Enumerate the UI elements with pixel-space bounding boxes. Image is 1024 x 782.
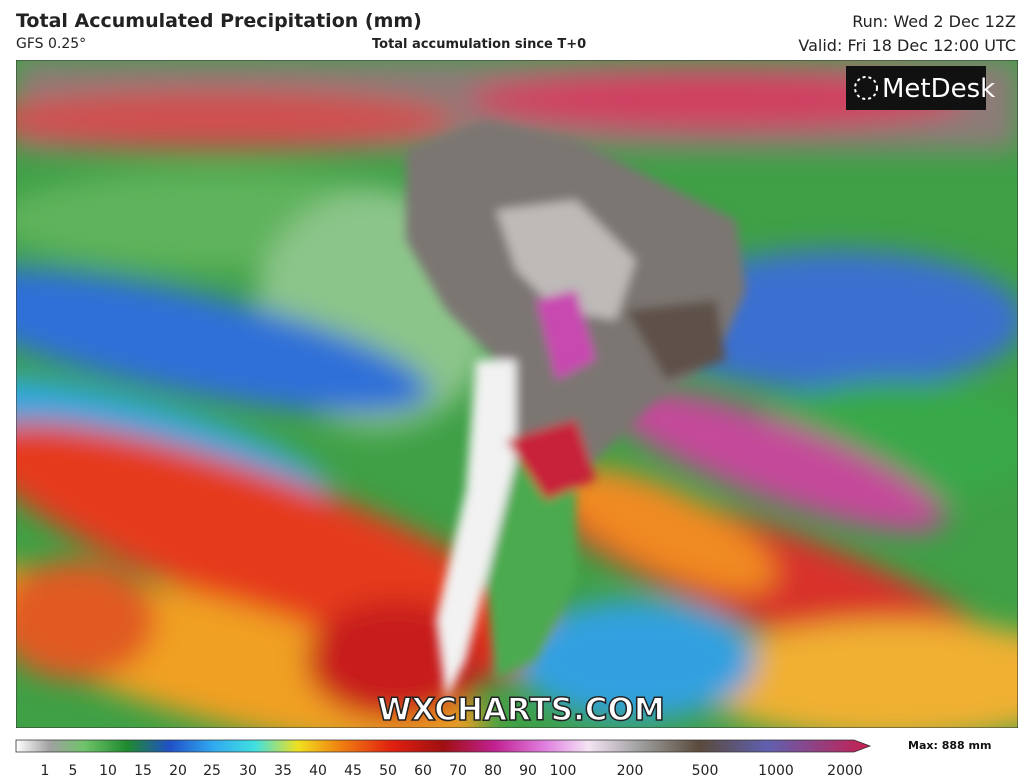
- logo: MetDesk: [882, 74, 995, 104]
- colorbar-tick-label: 20: [169, 763, 187, 779]
- run: Run: Wed 2 Dec 12Z: [852, 12, 1016, 31]
- colorbar-tick-label: 5: [69, 763, 78, 779]
- colorbar-tick-label: 40: [309, 763, 327, 779]
- colorbar-tick-label: 200: [617, 763, 644, 779]
- colorbar-tick-label: 1: [41, 763, 50, 779]
- map: MetDesk WXCHARTS.COM: [16, 60, 1018, 728]
- colorbar-tick-label: 90: [519, 763, 537, 779]
- colorbar-tick-label: 25: [203, 763, 221, 779]
- colorbar-tick-label: 50: [379, 763, 397, 779]
- colorbar-tick-label: 45: [344, 763, 362, 779]
- colorbar-tick-label: 30: [239, 763, 257, 779]
- title: Total Accumulated Precipitation (mm): [16, 10, 422, 32]
- valid: Valid: Fri 18 Dec 12:00 UTC: [798, 36, 1016, 55]
- max-label: Max: 888 mm: [908, 739, 991, 752]
- watermark: WXCHARTS.COM: [377, 692, 664, 728]
- colorbar-tick-label: 70: [449, 763, 467, 779]
- colorbar-tick-label: 60: [414, 763, 432, 779]
- colorbar: Max: 888 mm 1 5 10 15 20 25 30 35 40 45 50 60 70 80 90…: [15, 739, 991, 779]
- colorbar-tick-label: 500: [692, 763, 719, 779]
- colorbar-tick-label: 2000: [827, 763, 863, 779]
- subtitle: Total accumulation since T+0: [372, 37, 587, 52]
- colorbar-tick-label: 10: [99, 763, 117, 779]
- model: GFS 0.25°: [16, 36, 87, 52]
- colorbar-tick-label: 1000: [758, 763, 794, 779]
- colorbar-tick-label: 100: [550, 763, 577, 779]
- colorbar-tick-label: 80: [484, 763, 502, 779]
- colorbar-tick-label: 35: [274, 763, 292, 779]
- colorbar-tick-label: 15: [134, 763, 152, 779]
